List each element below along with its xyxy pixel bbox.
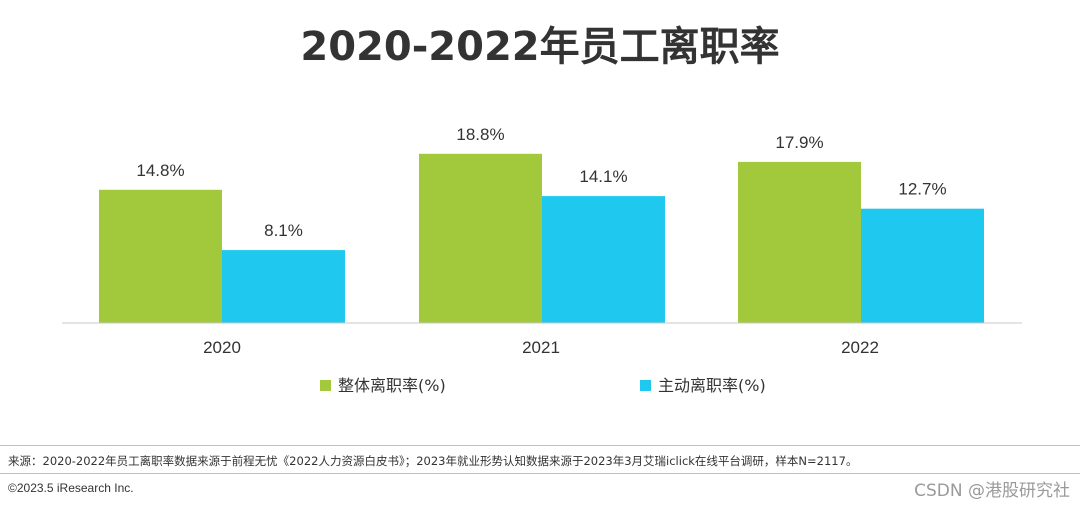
- data-label-2020-series-1: 14.8%: [136, 161, 184, 180]
- category-label-2022: 2022: [841, 338, 879, 357]
- bar-chart: 14.8%8.1%18.8%14.1%17.9%12.7% 2020 2021 20…: [62, 125, 1022, 395]
- bar-2020-series-2: [222, 250, 345, 323]
- data-label-2022-series-1: 17.9%: [775, 133, 823, 152]
- legend: 整体离职率(%) 主动离职率(%): [320, 376, 766, 395]
- data-label-2021-series-2: 14.1%: [579, 167, 627, 186]
- bar-2021-series-1: [419, 153, 542, 323]
- bar-2020-series-1: [99, 189, 222, 323]
- legend-swatch-1: [320, 380, 331, 391]
- copyright: ©2023.5 iResearch Inc.: [8, 481, 134, 495]
- category-label-2021: 2021: [522, 338, 560, 357]
- watermark: CSDN @港股研究社: [914, 481, 1070, 501]
- legend-label-2: 主动离职率(%): [658, 376, 766, 395]
- bar-2022-series-2: [861, 208, 984, 323]
- divider-top: [0, 445, 1080, 446]
- data-label-2022-series-2: 12.7%: [898, 180, 946, 199]
- legend-label-1: 整体离职率(%): [338, 376, 446, 395]
- data-label-2021-series-1: 18.8%: [456, 125, 504, 144]
- category-label-2020: 2020: [203, 338, 241, 357]
- category-labels: 2020 2021 2022: [203, 338, 879, 357]
- chart-title: 2020-2022年员工离职率: [300, 24, 780, 70]
- legend-swatch-2: [640, 380, 651, 391]
- data-label-2020-series-2: 8.1%: [264, 221, 303, 240]
- divider-bottom: [0, 473, 1080, 474]
- source-note: 来源：2020-2022年员工离职率数据来源于前程无忧《2022人力资源白皮书》…: [8, 454, 858, 468]
- bar-2022-series-1: [738, 161, 861, 323]
- bar-2021-series-2: [542, 196, 665, 323]
- bars-layer: 14.8% 8.1% 18.8% 14.1% 17.9% 12.7%: [99, 125, 984, 323]
